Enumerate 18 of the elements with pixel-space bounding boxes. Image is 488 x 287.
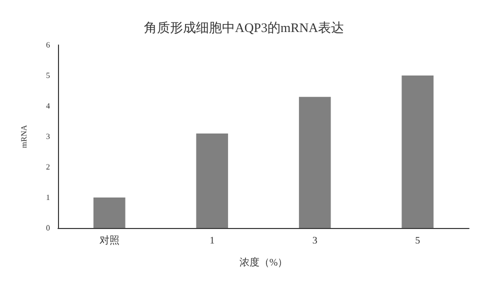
- y-tick-label: 2: [46, 162, 50, 172]
- y-tick-label: 1: [46, 193, 50, 202]
- y-tick-label: 3: [46, 132, 50, 141]
- x-tick-label: 1: [210, 236, 215, 246]
- bar: [93, 198, 126, 228]
- y-tick-label: 4: [46, 102, 50, 110]
- y-tick-label: 5: [46, 71, 50, 80]
- y-tick-label: 0: [46, 224, 50, 232]
- x-tick-label: 对照: [99, 234, 120, 246]
- x-tick-label: 3: [312, 236, 318, 246]
- chart-title: 角质形成细胞中AQP3的mRNA表达: [144, 20, 344, 35]
- x-axis-title: 浓度（%）: [239, 256, 288, 268]
- y-tick-label: 6: [46, 40, 50, 50]
- bar: [196, 133, 228, 228]
- bar: [298, 96, 331, 228]
- x-tick-label: 5: [415, 236, 420, 246]
- y-axis-title: mRNA: [20, 124, 28, 148]
- bar: [402, 76, 434, 228]
